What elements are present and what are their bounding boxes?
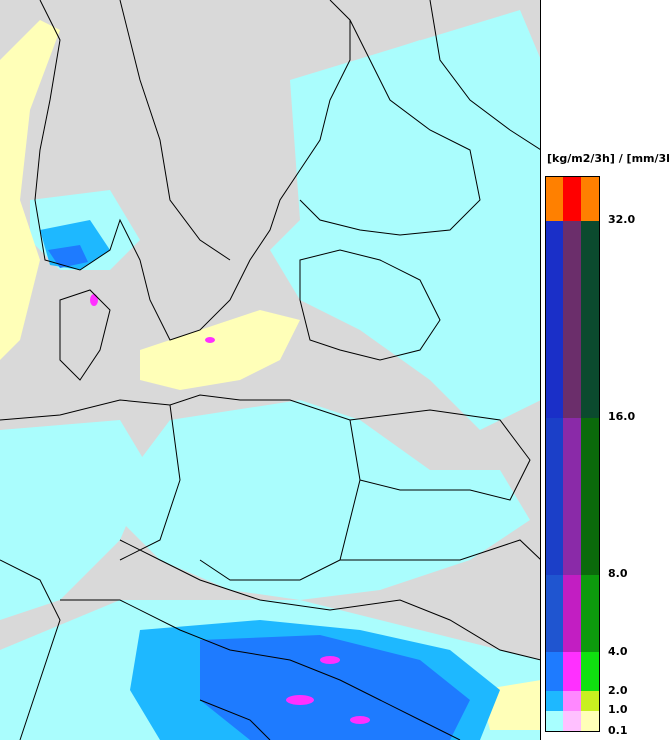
legend-swatch	[545, 711, 563, 732]
legend-swatch	[581, 575, 600, 652]
legend-color-scale	[545, 176, 600, 732]
legend-swatch	[545, 221, 563, 418]
legend-frame	[545, 176, 600, 732]
map-border	[540, 0, 541, 740]
legend-swatch	[545, 418, 563, 575]
legend-swatch	[545, 575, 563, 652]
legend-tick-2: 2.0	[608, 684, 628, 697]
legend-swatch	[563, 691, 581, 711]
legend-swatch	[563, 418, 581, 575]
legend-swatch	[563, 652, 581, 691]
legend-swatch	[581, 221, 600, 418]
legend-swatch	[563, 711, 581, 732]
legend-swatch	[545, 691, 563, 711]
legend-swatch	[581, 176, 600, 221]
legend-tick-32: 32.0	[608, 213, 636, 226]
legend-swatch	[563, 575, 581, 652]
legend-swatch	[563, 221, 581, 418]
legend-swatch	[581, 691, 600, 711]
legend-unit-label: [kg/m2/3h] / [mm/3h]	[547, 152, 669, 165]
legend-swatch	[581, 711, 600, 732]
legend-tick-8: 8.0	[608, 567, 628, 580]
precipitation-map	[0, 0, 542, 741]
legend-swatch	[581, 418, 600, 575]
borders	[0, 0, 542, 741]
legend-tick-16: 16.0	[608, 410, 636, 423]
legend-swatch	[581, 652, 600, 691]
heavy-rain-areas	[48, 245, 470, 740]
legend-swatch	[563, 176, 581, 221]
legend-tick-4: 4.0	[608, 645, 628, 658]
legend-swatch	[545, 176, 563, 221]
precipitation-legend	[545, 176, 600, 732]
legend-tick-0-1: 0.1	[608, 724, 628, 737]
snow-areas	[0, 20, 541, 730]
legend-swatch	[545, 652, 563, 691]
mixed-precip-spots	[90, 294, 370, 724]
legend-tick-1: 1.0	[608, 703, 628, 716]
map-canvas	[0, 0, 542, 741]
